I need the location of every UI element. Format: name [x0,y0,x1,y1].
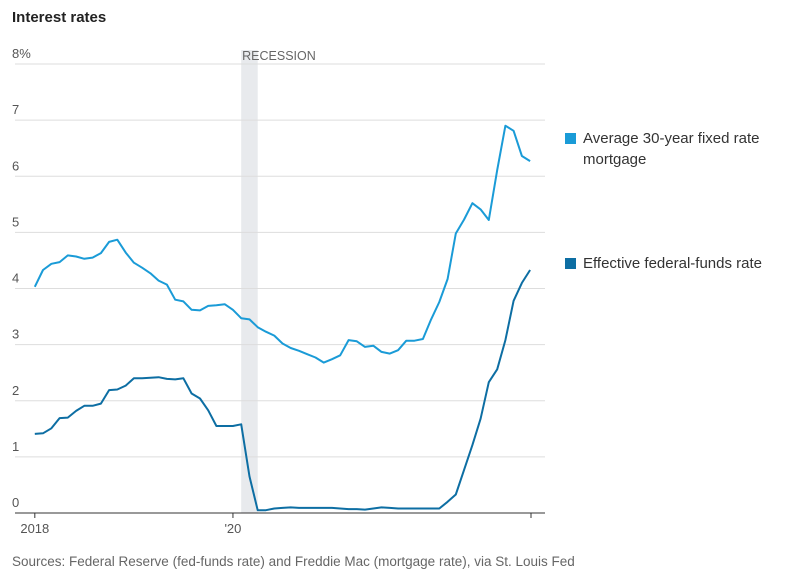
y-tick-label: 5 [12,214,19,229]
x-tick-label: '20 [224,521,241,536]
y-tick-label: 2 [12,383,19,398]
y-tick-label: 7 [12,102,19,117]
y-tick-label: 6 [12,158,19,173]
recession-band [241,50,258,513]
recession-label: RECESSION [242,49,316,63]
legend-item: Effective federal-funds rate [565,253,800,274]
y-tick-label: 1 [12,439,19,454]
x-tick-label: 2018 [20,521,49,536]
y-tick-label: 0 [12,495,19,510]
series-line [33,124,531,364]
legend-label: Effective federal-funds rate [583,255,762,272]
legend-swatch [565,258,576,269]
y-tick-label: 8% [12,46,31,61]
y-tick-label: 3 [12,327,19,342]
y-tick-label: 4 [12,271,19,286]
legend-label: Average 30-year fixed rate mortgage [583,130,760,168]
legend-swatch [565,133,576,144]
series-line [34,269,531,512]
legend-item: Average 30-year fixed rate mortgage [565,128,800,170]
chart-title: Interest rates [12,9,106,26]
source-note: Sources: Federal Reserve (fed-funds rate… [12,554,575,569]
